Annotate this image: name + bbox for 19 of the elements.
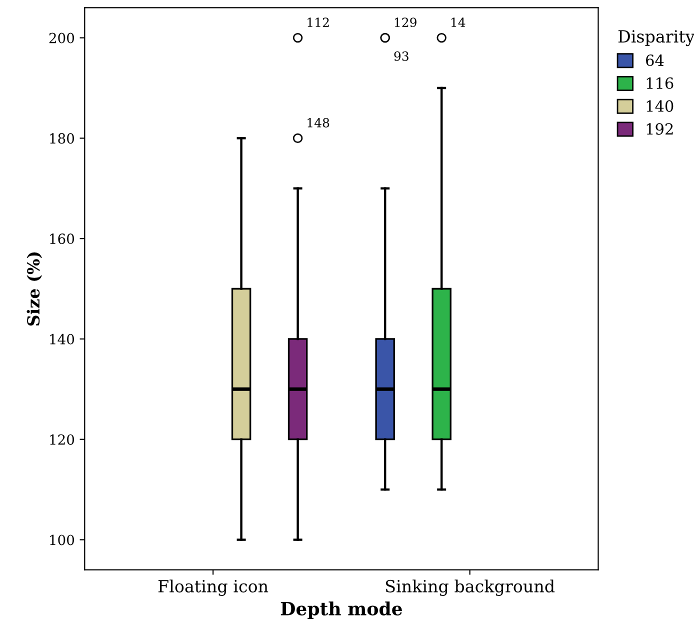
annotation: 129 [394,18,416,28]
annotation: 148 [308,118,330,128]
y-axis-title: Size (%) [26,252,42,326]
legend-label: 116 [646,77,674,89]
annotation: 112 [308,18,329,27]
y-tick-label: 200 [49,32,74,44]
y-tick-label: 100 [50,534,74,546]
y-tick-label: 180 [50,133,74,144]
x-tick-label: Floating icon [158,580,268,596]
legend-label: 64 [646,54,664,66]
legend-label: 192 [646,123,673,135]
y-tick-label: 140 [50,334,74,344]
annotation: 14 [451,18,466,27]
y-tick-label: 160 [50,234,74,244]
legend-label: 140 [646,100,674,112]
x-tick-label: Sinking background [386,580,555,596]
y-tick-label: 120 [50,434,74,445]
x-axis-title: Depth mode [280,601,402,619]
annotation: 93 [394,51,408,61]
